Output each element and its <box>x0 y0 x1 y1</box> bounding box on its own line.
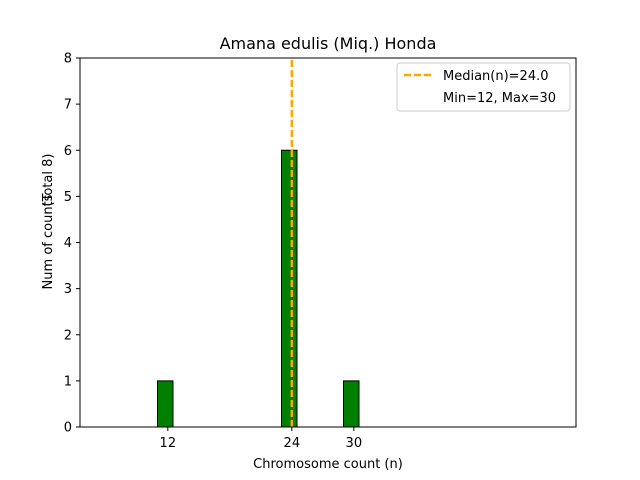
legend-box <box>396 62 571 112</box>
y-tick-label: 0 <box>64 421 72 436</box>
x-axis: 12 24 30 <box>160 427 363 451</box>
x-tick-label: 30 <box>346 436 363 451</box>
y-tick-label: 7 <box>64 98 72 113</box>
y-tick-label: 1 <box>64 374 72 389</box>
y-tick-label: 8 <box>64 52 72 67</box>
x-axis-label: Chromosome count (n) <box>253 457 403 472</box>
y-tick-label: 6 <box>64 144 72 159</box>
plot-frame <box>79 57 577 428</box>
bar-24 <box>281 149 298 428</box>
bar-30 <box>343 380 360 428</box>
x-tick-label: 24 <box>284 436 301 451</box>
y-tick-label: 2 <box>64 328 72 343</box>
y-tick-label: 5 <box>64 190 72 205</box>
legend-range-label: Min=12, Max=30 <box>443 91 556 106</box>
x-tick-label: 12 <box>160 436 177 451</box>
chart-title: Amana edulis (Miq.) Honda <box>220 34 437 53</box>
bars-group <box>157 149 360 428</box>
y-tick-label: 4 <box>64 236 72 251</box>
bar-12 <box>157 380 174 428</box>
y-axis: 0 1 2 3 4 5 6 7 8 <box>64 52 80 436</box>
legend: Median(n)=24.0 Min=12, Max=30 <box>396 62 571 112</box>
y-axis-total-label: (Total 8) <box>41 154 56 207</box>
legend-median-label: Median(n)=24.0 <box>443 69 549 84</box>
y-axis-label: Num of counts <box>41 194 56 289</box>
y-tick-label: 3 <box>64 282 72 297</box>
